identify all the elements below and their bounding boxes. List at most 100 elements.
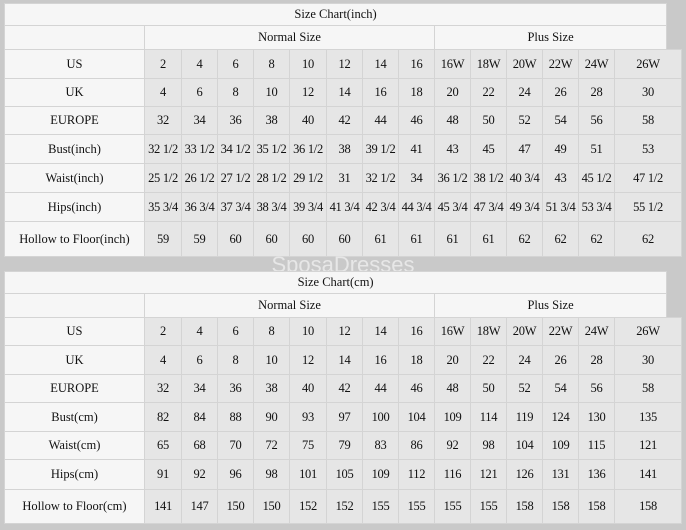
size-cell: 18 xyxy=(398,345,435,375)
size-cell: 26 xyxy=(542,345,579,375)
size-cell: 6 xyxy=(217,49,254,79)
size-cell: 20 xyxy=(434,78,471,107)
size-cell: 18W xyxy=(470,49,507,79)
size-cell: 121 xyxy=(614,431,682,460)
size-cell: 10 xyxy=(289,49,327,79)
row-label: Bust(inch) xyxy=(4,134,145,164)
row-label: EUROPE xyxy=(4,106,145,135)
size-cell: 48 xyxy=(434,106,471,135)
size-cell: 14 xyxy=(326,345,363,375)
size-cell: 141 xyxy=(614,459,682,490)
size-cell: 60 xyxy=(326,221,363,257)
normal-size-header: Normal Size xyxy=(144,293,435,318)
size-cell: 38 xyxy=(326,134,363,164)
size-cell: 119 xyxy=(506,402,543,432)
row-label: Hollow to Floor(cm) xyxy=(4,489,145,524)
size-cell: 6 xyxy=(181,78,218,107)
size-cell: 56 xyxy=(578,374,615,403)
size-cell: 91 xyxy=(144,459,182,490)
row-label: Bust(cm) xyxy=(4,402,145,432)
size-cell: 115 xyxy=(578,431,615,460)
table-row: Bust(cm) 82 84 88 90 93 97 100 104 109 114 119 124 13… xyxy=(4,402,682,432)
size-cell: 100 xyxy=(362,402,399,432)
size-cell: 44 xyxy=(362,106,399,135)
size-cell: 101 xyxy=(289,459,327,490)
row-label: EUROPE xyxy=(4,374,145,403)
row-label: UK xyxy=(4,78,145,107)
size-cell: 25 1/2 xyxy=(144,163,182,193)
size-cell: 49 3/4 xyxy=(506,192,543,222)
size-cell: 32 1/2 xyxy=(144,134,182,164)
size-cell: 141 xyxy=(144,489,182,524)
size-cell: 152 xyxy=(289,489,327,524)
size-cell: 39 1/2 xyxy=(362,134,399,164)
size-cell: 4 xyxy=(181,49,218,79)
table-row: Bust(inch) 32 1/2 33 1/2 34 1/2 35 1/2 36 1/2… xyxy=(4,134,682,164)
table-row: UK 4 6 8 10 12 14 16 18 20 22 24 26 28 30 xyxy=(4,345,682,375)
size-cell: 150 xyxy=(217,489,254,524)
size-cell: 47 xyxy=(506,134,543,164)
size-chart-inch: Size Chart(inch) Normal Size Plus Size US… xyxy=(3,3,682,257)
table-row: Hips(inch) 35 3/4 36 3/4 37 3/4 38 3/4 39 3/4… xyxy=(4,192,682,222)
size-cell: 121 xyxy=(470,459,507,490)
size-cell: 109 xyxy=(542,431,579,460)
size-cell: 61 xyxy=(362,221,399,257)
size-cell: 60 xyxy=(289,221,327,257)
size-cell: 34 xyxy=(181,374,218,403)
size-cell: 114 xyxy=(470,402,507,432)
size-cell: 62 xyxy=(578,221,615,257)
row-label: Hips(inch) xyxy=(4,192,145,222)
size-cell: 75 xyxy=(289,431,327,460)
size-cell: 82 xyxy=(144,402,182,432)
size-cell: 130 xyxy=(578,402,615,432)
size-cell: 36 1/2 xyxy=(289,134,327,164)
size-cell: 93 xyxy=(289,402,327,432)
size-cell: 14 xyxy=(362,49,399,79)
size-cell: 20 xyxy=(434,345,471,375)
size-cell: 136 xyxy=(578,459,615,490)
plus-size-header: Plus Size xyxy=(433,293,668,318)
corner-cell xyxy=(4,293,145,318)
row-label: Hollow to Floor(inch) xyxy=(4,221,145,257)
size-cell: 51 3/4 xyxy=(542,192,579,222)
size-cell: 32 1/2 xyxy=(362,163,399,193)
size-cell: 52 xyxy=(506,106,543,135)
size-cell: 6 xyxy=(217,317,254,346)
size-cell: 61 xyxy=(398,221,435,257)
size-cell: 29 1/2 xyxy=(289,163,327,193)
size-cell: 56 xyxy=(578,106,615,135)
size-cell: 24W xyxy=(578,49,615,79)
size-cell: 34 1/2 xyxy=(217,134,254,164)
size-cell: 51 xyxy=(578,134,615,164)
size-cell: 40 3/4 xyxy=(506,163,543,193)
normal-size-header: Normal Size xyxy=(144,25,435,50)
size-cell: 158 xyxy=(506,489,543,524)
table-row: Hollow to Floor(cm) 141 147 150 150 152 152 155… xyxy=(4,489,682,524)
size-cell: 41 xyxy=(398,134,435,164)
size-cell: 8 xyxy=(253,49,290,79)
size-cell: 150 xyxy=(253,489,290,524)
size-cell: 14 xyxy=(326,78,363,107)
size-cell: 4 xyxy=(144,78,182,107)
size-cell: 12 xyxy=(289,78,327,107)
size-cell: 38 3/4 xyxy=(253,192,290,222)
size-cell: 158 xyxy=(542,489,579,524)
size-cell: 36 xyxy=(217,106,254,135)
size-cell: 88 xyxy=(217,402,254,432)
size-cell: 28 1/2 xyxy=(253,163,290,193)
size-cell: 2 xyxy=(144,49,182,79)
size-cell: 47 1/2 xyxy=(614,163,682,193)
size-cell: 86 xyxy=(398,431,435,460)
table-row: UK 4 6 8 10 12 14 16 18 20 22 24 26 28 30 xyxy=(4,78,682,107)
size-cell: 45 1/2 xyxy=(578,163,615,193)
size-cell: 72 xyxy=(253,431,290,460)
row-label: Waist(inch) xyxy=(4,163,145,193)
size-cell: 12 xyxy=(326,49,363,79)
size-cell: 135 xyxy=(614,402,682,432)
chart-title: Size Chart(cm) xyxy=(3,271,668,294)
size-cell: 79 xyxy=(326,431,363,460)
size-cell: 105 xyxy=(326,459,363,490)
size-cell: 53 3/4 xyxy=(578,192,615,222)
size-cell: 30 xyxy=(614,78,682,107)
size-cell: 46 xyxy=(398,374,435,403)
